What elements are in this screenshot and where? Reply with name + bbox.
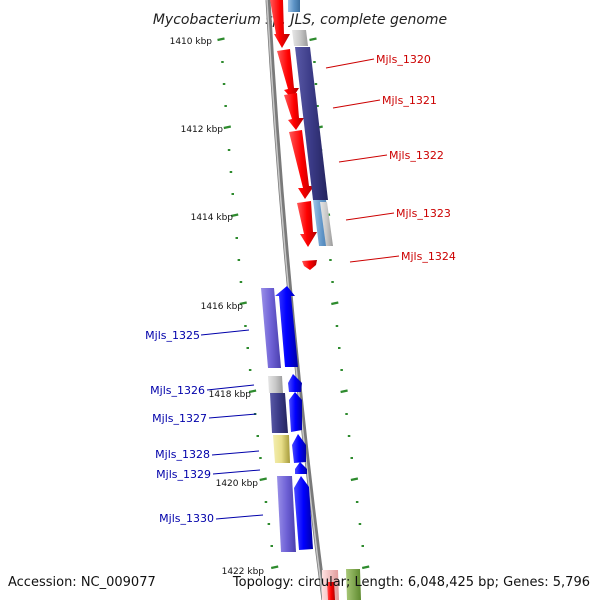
shaded-bar [273,435,290,463]
cds-reverse-1330[interactable] [294,476,313,550]
forward-gene-labels: Mjls_1320 Mjls_1321 Mjls_1322 Mjls_1323 … [376,53,456,263]
shaded-bar [295,47,328,200]
tick-label-1410: 1410 kbp [170,37,213,47]
shaded-bar [261,288,281,368]
gene-label-mjls-1322[interactable]: Mjls_1322 [389,149,444,162]
cds-forward-1323[interactable] [297,201,317,247]
label-leaders [200,58,400,520]
gene-label-mjls-1329[interactable]: Mjls_1329 [156,468,211,481]
cds-forward-1324[interactable] [302,260,317,270]
leader-line [206,384,255,391]
gene-label-mjls-1324[interactable]: Mjls_1324 [401,250,456,263]
cds-reverse-1329[interactable] [295,462,307,474]
major-tick [248,389,257,394]
cds-forward-top[interactable] [270,0,290,48]
leader-line [211,450,260,456]
shaded-bar [277,476,296,552]
gene-label-mjls-1327[interactable]: Mjls_1327 [152,412,207,425]
kbp-tick-ring [217,37,370,570]
leader-line [338,154,388,163]
cds-forward-1321[interactable] [284,93,304,130]
major-tick [340,389,348,394]
cds-forward-1320[interactable] [277,49,299,99]
reverse-cds-track [275,286,313,550]
tick-label-1420: 1420 kbp [216,479,259,489]
major-tick [223,125,232,130]
shaded-bar [320,202,333,246]
cds-forward-1322[interactable] [289,130,314,199]
bottom-partial-features [322,569,361,600]
major-tick [331,301,339,306]
tick-label-1414: 1414 kbp [191,213,234,223]
leader-line [208,413,257,419]
accession-text: Accession: NC_009077 [8,575,156,590]
major-tick [350,477,359,482]
gene-label-mjls-1325[interactable]: Mjls_1325 [145,329,200,342]
tick-label-1422: 1422 kbp [222,567,265,577]
major-tick [309,37,317,42]
tick-label-1416: 1416 kbp [201,302,244,312]
leader-line [332,99,381,109]
shaded-bar [346,569,361,600]
leader-line [349,255,400,263]
major-tick [270,565,279,570]
topology-text: Topology: circular; Length: 6,048,425 bp… [232,575,590,590]
shaded-bar [292,30,308,46]
gene-label-mjls-1326[interactable]: Mjls_1326 [150,384,205,397]
major-tick [230,213,239,218]
shaded-bar [270,393,288,433]
reverse-shaded-track [261,288,296,552]
reverse-gene-labels: Mjls_1325 Mjls_1326 Mjls_1327 Mjls_1328 … [145,329,214,525]
tick-label-1418: 1418 kbp [209,390,252,400]
cds-reverse-1326[interactable] [288,374,302,392]
forward-cds-track [270,0,317,270]
cds-reverse-1325[interactable] [275,286,298,367]
shaded-bar [288,0,300,12]
leader-line [325,58,375,69]
major-tick [239,301,247,306]
major-tick [217,37,225,42]
leader-line [200,329,250,336]
gene-label-mjls-1328[interactable]: Mjls_1328 [155,448,210,461]
gene-label-mjls-1320[interactable]: Mjls_1320 [376,53,431,66]
gene-label-mjls-1321[interactable]: Mjls_1321 [382,94,437,107]
gene-label-mjls-1323[interactable]: Mjls_1323 [396,207,451,220]
gene-label-mjls-1330[interactable]: Mjls_1330 [159,512,214,525]
map-title: Mycobacterium sp. JLS, complete genome [153,12,447,28]
major-tick [259,477,267,482]
tick-labels: 1410 kbp 1412 kbp 1414 kbp 1416 kbp 1418… [170,37,265,577]
forward-shaded-track [288,0,333,246]
major-tick [361,565,370,570]
leader-line [345,212,395,221]
cds-reverse-1327[interactable] [289,392,302,432]
cds-reverse-1328[interactable] [292,434,306,463]
shaded-bar [268,376,283,393]
tick-label-1412: 1412 kbp [181,125,224,135]
leader-line [212,469,261,475]
cds-forward-partial[interactable] [327,582,335,600]
leader-line [215,514,264,520]
